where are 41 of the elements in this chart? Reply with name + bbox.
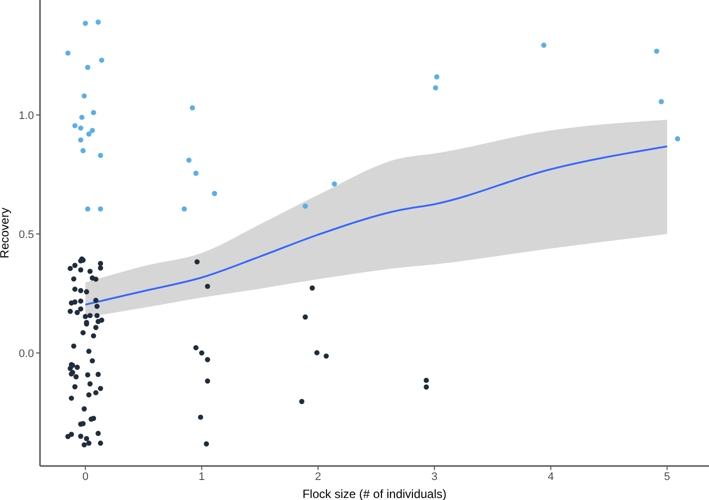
y-tick-label: 1.0	[18, 110, 34, 122]
point	[80, 148, 86, 154]
point	[434, 74, 440, 80]
point	[86, 131, 92, 137]
x-tick-label: 3	[431, 470, 438, 483]
point	[98, 152, 104, 158]
x-tick-label: 0	[82, 470, 88, 483]
point	[65, 50, 71, 56]
y-tick-label: 0.5	[18, 228, 34, 241]
point	[332, 181, 337, 187]
point	[212, 190, 218, 196]
point	[78, 125, 84, 131]
point	[78, 137, 84, 143]
point	[654, 48, 660, 54]
point	[90, 128, 95, 134]
point	[193, 170, 199, 176]
point	[190, 105, 196, 110]
point	[541, 42, 546, 48]
point	[72, 123, 78, 128]
x-tick-label: 4	[548, 470, 554, 483]
x-tick-label: 1	[198, 470, 205, 483]
point	[186, 158, 192, 163]
y-tick-label: 0.0	[18, 348, 34, 360]
point	[99, 58, 104, 63]
point	[96, 20, 101, 25]
point	[85, 64, 90, 70]
point	[82, 20, 88, 26]
x-tick-label: 5	[664, 470, 670, 483]
y-axis-title: Recovery	[0, 208, 12, 258]
point	[182, 206, 187, 212]
point	[85, 206, 90, 212]
point	[90, 110, 96, 116]
line-series	[84, 145, 668, 306]
point	[79, 114, 84, 120]
point	[674, 136, 680, 142]
point	[98, 206, 104, 212]
point	[432, 85, 438, 90]
point	[302, 204, 308, 209]
point	[658, 99, 664, 104]
x-tick-label: 2	[315, 470, 322, 483]
point	[82, 93, 87, 99]
